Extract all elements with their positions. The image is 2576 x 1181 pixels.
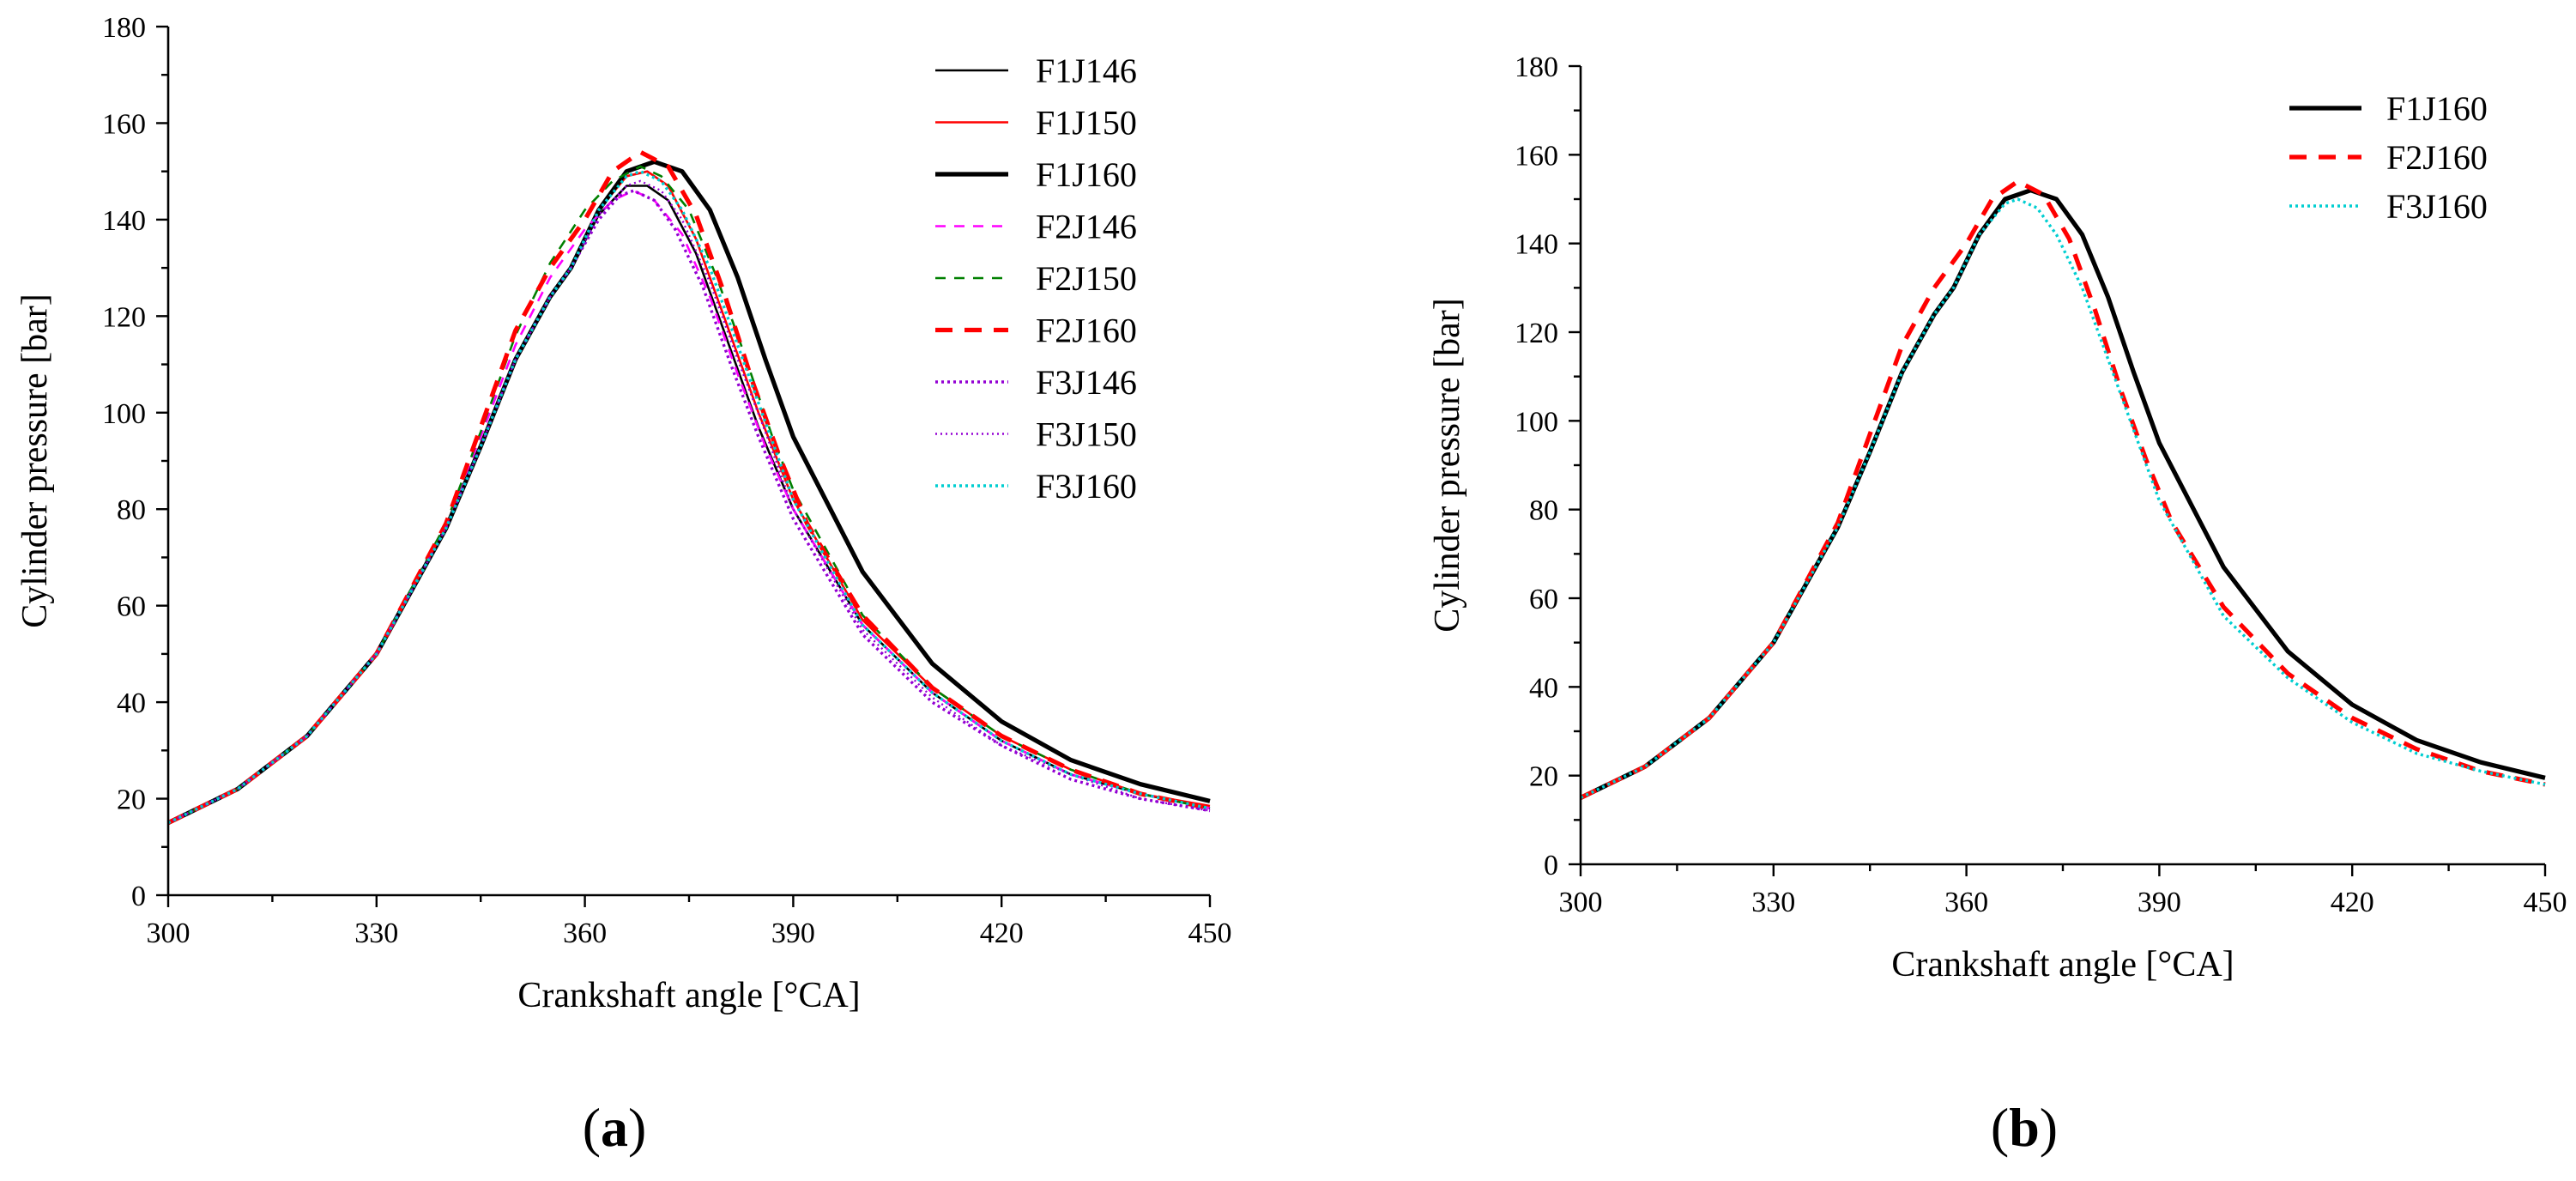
y-tick-label: 20 xyxy=(117,784,146,816)
x-tick-label: 420 xyxy=(980,918,1024,949)
y-tick-label: 120 xyxy=(102,301,146,333)
series-group xyxy=(166,149,1211,826)
y-tick-label: 100 xyxy=(1515,406,1558,438)
x-tick-label: 420 xyxy=(2331,887,2374,918)
x-tick-label: 360 xyxy=(563,918,607,949)
panel-label-a: (a) xyxy=(583,1097,647,1158)
series-group xyxy=(1579,179,2546,800)
y-tick-label: 60 xyxy=(1529,584,1558,615)
legend-label-f3j160: F3J160 xyxy=(2386,187,2488,226)
legend-label-f1j160: F1J160 xyxy=(1036,155,1137,194)
legend-label-f1j150: F1J150 xyxy=(1036,104,1137,142)
y-tick-label: 160 xyxy=(102,108,146,140)
series-line-f3j160 xyxy=(1580,197,2546,800)
y-tick-label: 80 xyxy=(1529,495,1558,527)
y-tick-label: 100 xyxy=(102,398,146,430)
x-tick-label: 450 xyxy=(2524,887,2567,918)
legend-label-f2j160: F2J160 xyxy=(2386,138,2488,177)
series-line-f2j160 xyxy=(1579,179,2546,800)
y-tick-label: 40 xyxy=(1529,672,1558,704)
y-tick-label: 180 xyxy=(1515,51,1558,83)
legend-label-f3j150: F3J150 xyxy=(1036,415,1137,454)
legend-label-f1j160: F1J160 xyxy=(2386,89,2488,128)
y-tick-label: 20 xyxy=(1529,761,1558,793)
legend-label-f1j146: F1J146 xyxy=(1036,51,1137,90)
panel-label-b: (b) xyxy=(1991,1097,2058,1158)
legend-label-f3j146: F3J146 xyxy=(1036,363,1137,402)
y-tick-label: 40 xyxy=(117,687,146,719)
x-axis-title: Crankshaft angle [°CA] xyxy=(517,976,860,1015)
x-tick-label: 360 xyxy=(1944,887,1988,918)
y-tick-label: 140 xyxy=(102,205,146,237)
series-line-f2j160 xyxy=(166,149,1211,826)
legend-label-f3j160: F3J160 xyxy=(1036,467,1137,506)
legend: F1J146 F1J150 F1J160 F2J146 F2J150 F2J160 F3J1… xyxy=(935,51,1137,506)
x-tick-label: 330 xyxy=(1751,887,1795,918)
y-axis-title: Cylinder pressure [bar] xyxy=(1428,298,1467,633)
chart-panel-b: 300 330 360 390 420 450 0 20 40 60 80 100 120 140 160 1… xyxy=(1428,51,2567,984)
x-tick-label: 390 xyxy=(2138,887,2181,918)
y-tick-label: 180 xyxy=(102,12,146,44)
x-axis-title: Crankshaft angle [°CA] xyxy=(1891,945,2234,984)
series-line-f3j160 xyxy=(167,170,1211,825)
legend-label-f2j150: F2J150 xyxy=(1036,259,1137,298)
y-tick-label: 0 xyxy=(1544,850,1558,881)
x-tick-label: 300 xyxy=(1559,887,1603,918)
x-tick-label: 330 xyxy=(354,918,398,949)
y-tick-label: 80 xyxy=(117,494,146,526)
chart-panel-a: 300 330 360 390 420 450 0 20 40 60 80 100 120 140 160 1… xyxy=(15,12,1232,1015)
legend-label-f2j160: F2J160 xyxy=(1036,312,1137,350)
y-axis-title: Cylinder pressure [bar] xyxy=(15,294,55,628)
y-tick-label: 120 xyxy=(1515,318,1558,349)
legend-label-f2j146: F2J146 xyxy=(1036,208,1137,246)
y-tick-label: 160 xyxy=(1515,140,1558,172)
x-tick-label: 390 xyxy=(771,918,815,949)
x-tick-label: 450 xyxy=(1188,918,1232,949)
legend: F1J160 F2J160 F3J160 xyxy=(2289,89,2488,226)
y-tick-label: 60 xyxy=(117,591,146,623)
series-line-f1j160 xyxy=(1579,188,2546,800)
y-tick-label: 140 xyxy=(1515,229,1558,261)
x-tick-label: 300 xyxy=(147,918,190,949)
y-tick-label: 0 xyxy=(131,881,146,912)
